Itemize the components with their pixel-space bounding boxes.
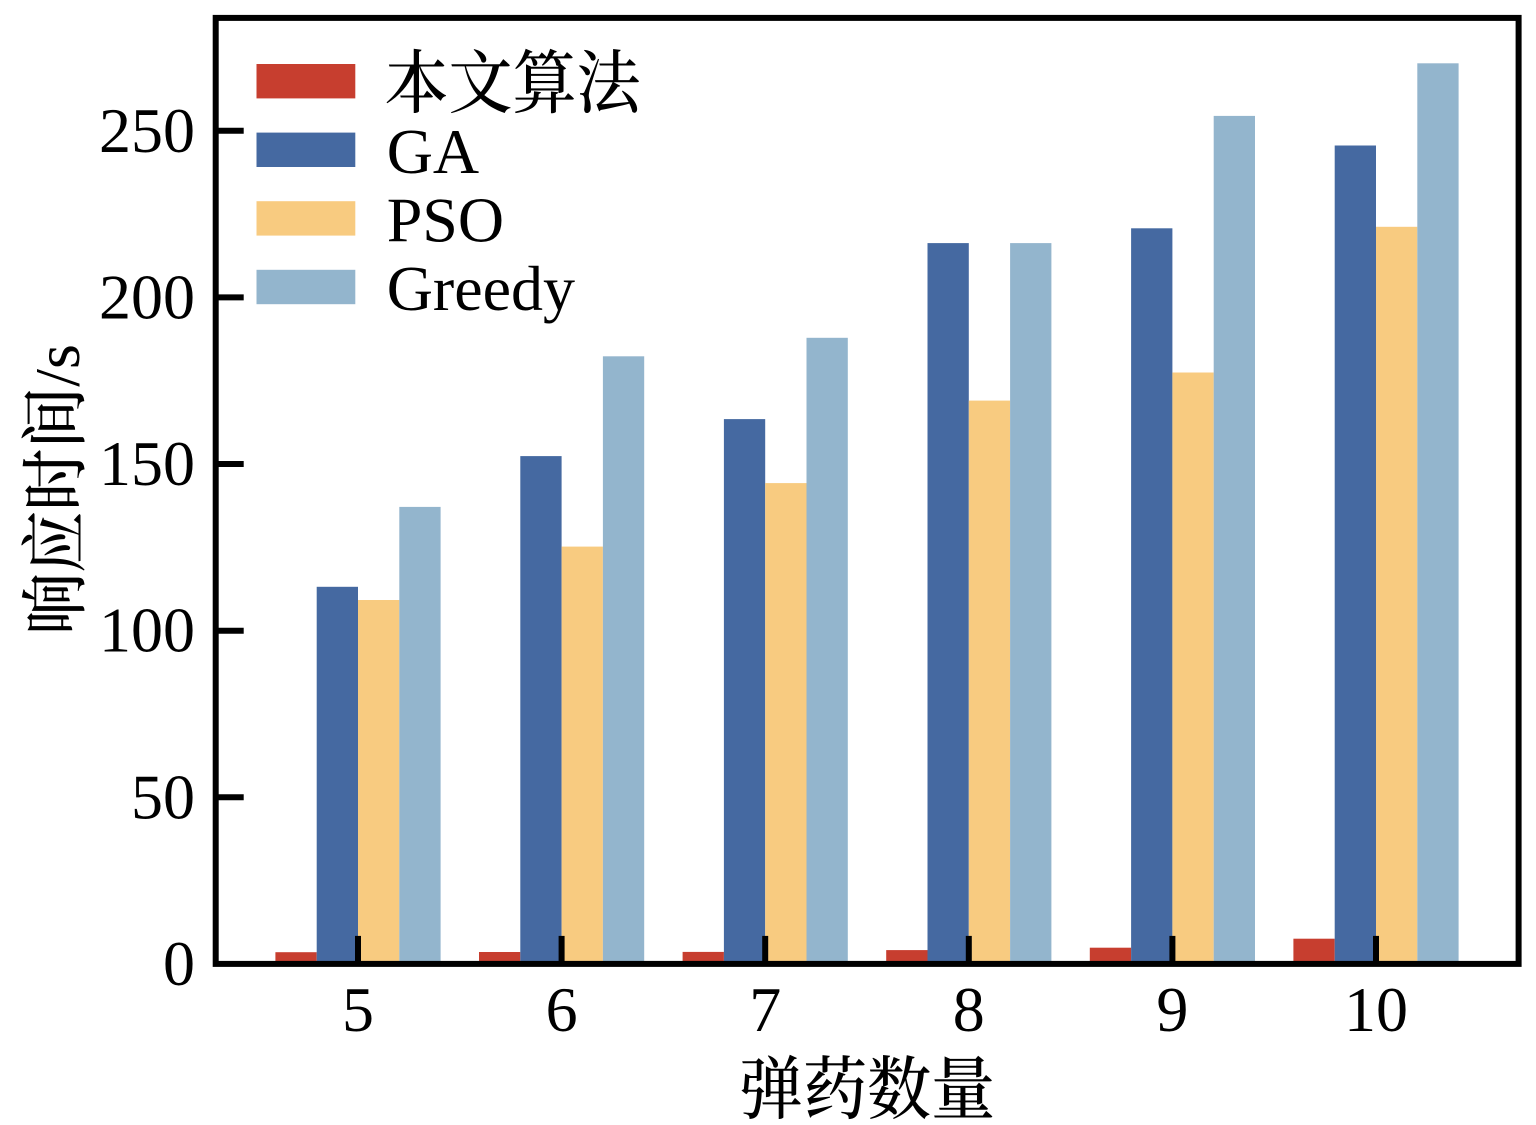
svg-text:6: 6 [546, 974, 578, 1045]
svg-text:7: 7 [749, 974, 781, 1045]
svg-text:150: 150 [99, 428, 195, 499]
svg-text:/s: /s [22, 344, 93, 387]
svg-text:8: 8 [953, 974, 985, 1045]
svg-text:100: 100 [99, 595, 195, 666]
svg-text:5: 5 [342, 974, 374, 1045]
svg-text:0: 0 [163, 928, 195, 999]
svg-text:50: 50 [131, 761, 195, 832]
svg-text:9: 9 [1156, 974, 1188, 1045]
svg-text:200: 200 [99, 261, 195, 332]
svg-text:Greedy: Greedy [387, 253, 575, 324]
svg-text:PSO: PSO [387, 184, 504, 255]
svg-text:GA: GA [387, 116, 479, 187]
svg-text:10: 10 [1344, 974, 1408, 1045]
svg-text:250: 250 [99, 95, 195, 166]
